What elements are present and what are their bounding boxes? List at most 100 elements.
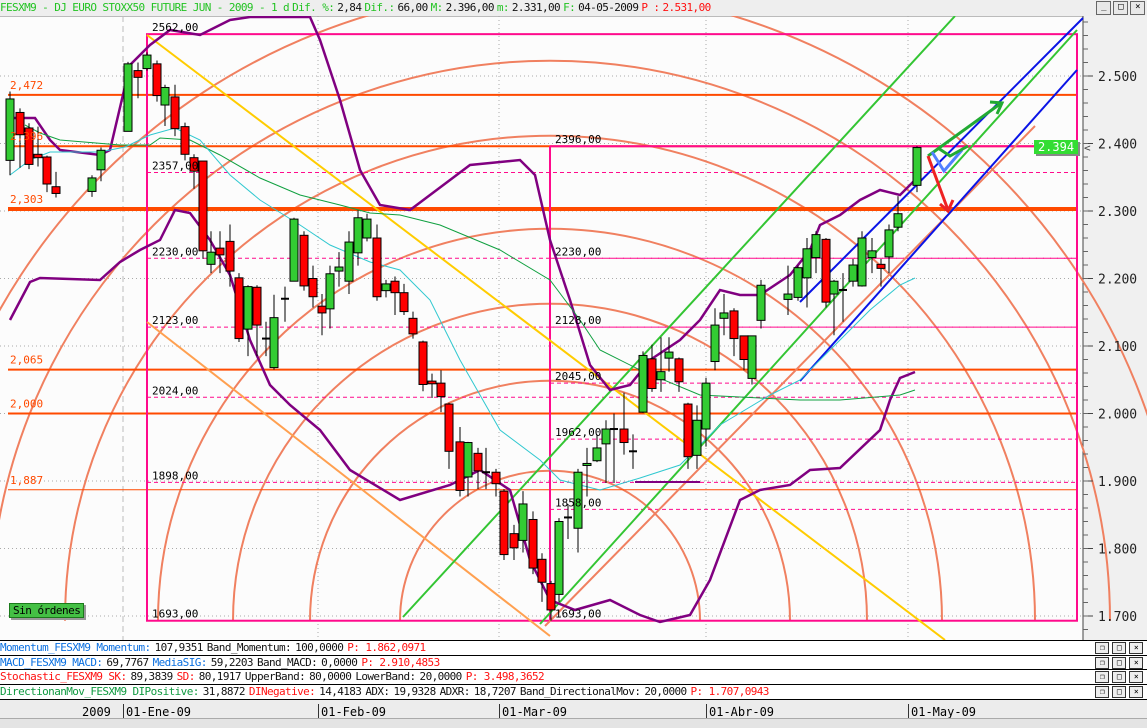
gann-level-label: 2230,00 bbox=[555, 245, 601, 258]
maximize-icon[interactable]: □ bbox=[1112, 671, 1126, 684]
orders-button[interactable]: Sin órdenes bbox=[9, 603, 85, 618]
gann-level-label: 2396,00 bbox=[555, 133, 601, 146]
candle-body bbox=[308, 278, 318, 298]
candle-body bbox=[912, 147, 922, 186]
arrow-down-red bbox=[926, 155, 950, 211]
restore-icon[interactable]: ❐ bbox=[1095, 656, 1109, 669]
indicator-text: Momentum_FESXM9 Momentum: bbox=[0, 641, 151, 654]
candle-body bbox=[664, 351, 674, 359]
gann-high-label: 2562,00 bbox=[152, 21, 198, 34]
indicator-text: MediaSIG: bbox=[152, 655, 208, 669]
date-tick-label: 01-Abr-09 bbox=[706, 704, 774, 719]
candle-body bbox=[390, 280, 400, 294]
candle-body bbox=[418, 341, 428, 385]
candle-body bbox=[528, 518, 538, 569]
candle-body bbox=[884, 229, 894, 258]
close-icon[interactable]: × bbox=[1129, 656, 1143, 669]
close-icon[interactable]: × bbox=[1129, 642, 1143, 654]
indicator-text: P: 2.910,4853 bbox=[361, 655, 440, 669]
gann-arc bbox=[64, 134, 1036, 621]
indicator-text: Band_MACD: bbox=[256, 655, 318, 669]
candle-body bbox=[353, 217, 363, 254]
gann-arc bbox=[0, 16, 1147, 417]
chart-title-bar: FESXM9 - DJ EURO STOXX50 FUTURE JUN - 20… bbox=[0, 0, 1147, 17]
candle-body bbox=[252, 286, 262, 326]
candle-body bbox=[638, 354, 648, 413]
fan-line-green bbox=[402, 16, 956, 618]
dif-pct-label: Dif. %: bbox=[292, 1, 335, 14]
candle-body bbox=[289, 218, 299, 282]
indicator-panel[interactable]: DirectionanMov_FESXM9 DIPositive: 31,8872… bbox=[0, 684, 1147, 700]
candle-body bbox=[24, 127, 34, 165]
candle-body bbox=[444, 403, 454, 452]
candle-body bbox=[692, 419, 702, 456]
candle-body bbox=[152, 63, 162, 97]
candle-body bbox=[857, 237, 867, 287]
candle-body bbox=[463, 442, 473, 478]
candle-body bbox=[582, 462, 592, 466]
fan-line-yellow bbox=[146, 34, 946, 640]
arrow-head-green bbox=[989, 100, 1005, 115]
indicator-panel[interactable]: MACD_FESXM9 MACD: 69,7767 MediaSIG: 59,2203… bbox=[0, 654, 1147, 670]
maximize-icon[interactable]: □ bbox=[1112, 686, 1126, 699]
gann-level-label: 2357,00 bbox=[152, 160, 198, 173]
candle-body bbox=[123, 63, 133, 132]
maximize-button[interactable]: □ bbox=[1113, 1, 1128, 15]
price-chart[interactable]: 2,472 2,396 2,303 2,065 2,000 1,887 2357,00 223… bbox=[0, 16, 1147, 640]
gann-level-label: 2024,00 bbox=[152, 384, 198, 397]
maximize-icon[interactable]: □ bbox=[1112, 656, 1126, 669]
candle-body bbox=[189, 157, 199, 172]
candle-body bbox=[756, 284, 766, 321]
channel-line-lower bbox=[799, 69, 1078, 382]
moving-average-cyan bbox=[9, 127, 916, 491]
restore-icon[interactable]: ❐ bbox=[1095, 671, 1109, 684]
indicator-text: 20,0000 bbox=[419, 670, 463, 684]
candle-body bbox=[234, 277, 244, 340]
candle-body bbox=[573, 471, 583, 529]
indicator-text: P: 3.498,3652 bbox=[465, 670, 545, 684]
candle-body bbox=[647, 358, 657, 390]
indicator-text: SD: bbox=[176, 670, 196, 684]
axis-tick-label: 1.900 bbox=[1098, 475, 1137, 490]
candle-body bbox=[160, 86, 170, 106]
candle-body bbox=[269, 317, 279, 369]
candle-body bbox=[554, 521, 564, 595]
candle-body bbox=[133, 70, 143, 78]
last-price-arrow-icon: < bbox=[1084, 142, 1091, 155]
candle-body bbox=[546, 583, 556, 611]
close-icon[interactable]: × bbox=[1129, 686, 1143, 699]
date-axis: 2009 01-Ene-09 01-Feb-09 01-Mar-09 01-Abr-09… bbox=[0, 699, 1147, 719]
candle-body bbox=[491, 471, 501, 485]
candle-body bbox=[802, 248, 812, 279]
candle-body bbox=[381, 283, 391, 292]
moving-average-green bbox=[24, 124, 916, 401]
max-label: M: bbox=[430, 1, 444, 14]
indicator-text: 14,4183 bbox=[319, 685, 362, 699]
candle-body bbox=[206, 251, 216, 265]
candle-body bbox=[215, 247, 225, 256]
gann-level-label: 1858,00 bbox=[555, 496, 601, 509]
candle-body bbox=[499, 490, 509, 556]
candle-body bbox=[142, 54, 152, 70]
min-label: m: bbox=[496, 1, 510, 14]
indicator-text: 69,7767 bbox=[106, 655, 149, 669]
close-icon[interactable]: × bbox=[1129, 671, 1143, 684]
zigzag-blue bbox=[930, 149, 964, 174]
indicator-panel[interactable]: Stochastic_FESXM9 SK: 89,3839 SD: 80,1917 Up… bbox=[0, 669, 1147, 685]
candle-body bbox=[811, 234, 821, 259]
indicator-text: Band_DirectionalMov: bbox=[519, 685, 641, 699]
candle-body bbox=[455, 441, 465, 491]
candle-body bbox=[710, 324, 720, 363]
restore-icon[interactable]: ❐ bbox=[1095, 686, 1109, 699]
close-button[interactable]: × bbox=[1130, 1, 1145, 15]
restore-icon[interactable]: ❐ bbox=[1095, 642, 1109, 654]
candle-body bbox=[33, 153, 43, 159]
candle-body bbox=[42, 156, 52, 185]
minimize-button[interactable]: _ bbox=[1096, 1, 1111, 15]
gann-level-label: 2128,00 bbox=[555, 314, 601, 327]
maximize-icon[interactable]: □ bbox=[1112, 642, 1126, 654]
candle-body bbox=[729, 310, 739, 340]
axis-tick-label: 2.100 bbox=[1098, 340, 1137, 355]
indicator-panel[interactable]: Momentum_FESXM9 Momentum: 107,9351 Band_Mo… bbox=[0, 640, 1147, 655]
candle-body bbox=[399, 292, 409, 313]
